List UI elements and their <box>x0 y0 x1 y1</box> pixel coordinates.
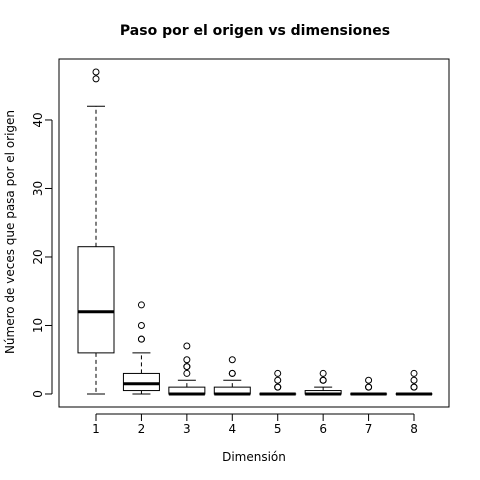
chart-title: Paso por el origen vs dimensiones <box>120 23 390 39</box>
outlier-point <box>92 68 100 76</box>
outlier-point <box>228 356 236 364</box>
outlier-point <box>319 376 327 384</box>
x-tick-label: 3 <box>183 422 191 436</box>
x-axis: 1 2 3 4 5 6 7 8 <box>92 413 418 436</box>
outlier-point <box>183 342 191 350</box>
box-6 <box>304 369 342 396</box>
outlier-point <box>410 369 418 377</box>
box-4 <box>213 356 251 396</box>
box-5 <box>259 369 297 396</box>
y-tick-label: 20 <box>31 249 45 264</box>
box-iqr <box>77 246 115 354</box>
outlier-point <box>274 383 282 391</box>
box-7 <box>350 376 388 396</box>
outlier-point <box>274 369 282 377</box>
x-tick-label: 8 <box>410 422 418 436</box>
box-2 <box>122 301 160 395</box>
outlier-point <box>319 369 327 377</box>
y-tick-label: 0 <box>31 390 45 398</box>
x-tick-label: 6 <box>319 422 327 436</box>
outlier-point <box>137 301 145 309</box>
plot-frame <box>58 58 450 408</box>
outlier-point <box>92 75 100 83</box>
x-tick-label: 1 <box>92 422 100 436</box>
outlier-point <box>137 321 145 329</box>
outlier-point <box>410 376 418 384</box>
x-axis-label: Dimensión <box>222 450 286 464</box>
outlier-point <box>274 376 282 384</box>
y-axis-label: Número de veces que pasa por el origen <box>3 110 17 354</box>
outlier-point <box>183 363 191 371</box>
y-tick-label: 30 <box>31 181 45 196</box>
y-axis: 0 10 20 30 40 <box>31 112 53 398</box>
x-tick-label: 4 <box>228 422 236 436</box>
x-tick-label: 5 <box>274 422 282 436</box>
box-3 <box>168 342 206 396</box>
y-tick-label: 40 <box>31 112 45 127</box>
outlier-point <box>410 383 418 391</box>
x-tick-label: 2 <box>138 422 146 436</box>
boxes-group <box>77 68 433 396</box>
outlier-point <box>365 383 373 391</box>
box-1 <box>77 68 115 395</box>
outlier-point <box>183 356 191 364</box>
box-8 <box>395 369 433 396</box>
outlier-point <box>137 335 145 343</box>
outlier-point <box>183 369 191 377</box>
outlier-point <box>365 376 373 384</box>
x-tick-label: 7 <box>365 422 373 436</box>
outlier-point <box>228 369 236 377</box>
y-tick-label: 10 <box>31 318 45 333</box>
box-iqr <box>122 372 160 392</box>
